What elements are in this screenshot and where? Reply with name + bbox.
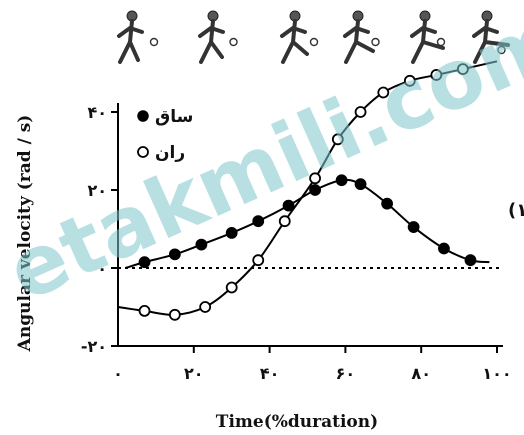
legend-marker-series-2 xyxy=(137,146,149,158)
series-2-point xyxy=(225,281,238,294)
x-tick-label: ۰ xyxy=(113,364,123,383)
series-2-point xyxy=(377,86,390,99)
athlete-body xyxy=(198,19,225,64)
series-1-point xyxy=(354,178,367,191)
series-1-point xyxy=(438,242,450,255)
series-2-point xyxy=(138,304,151,317)
x-tick-label: ۲۰ xyxy=(184,364,204,383)
series-2-point xyxy=(252,254,265,267)
series-points xyxy=(138,63,477,321)
series-1-point xyxy=(381,197,393,210)
series-1-point xyxy=(138,256,151,269)
series-1-point xyxy=(282,199,295,212)
ball xyxy=(229,37,238,47)
series-1-point xyxy=(407,221,420,233)
series-1-point xyxy=(225,226,238,239)
legend-label-series-2: ران xyxy=(155,143,185,163)
y-tick-label: ۴۰ xyxy=(87,103,107,122)
athlete-frame xyxy=(117,10,159,64)
x-tick-label: ۱۰۰ xyxy=(482,364,511,383)
x-tick-label: ۶۰ xyxy=(336,364,356,383)
series-lines xyxy=(117,60,498,316)
athlete-body xyxy=(117,19,144,64)
axes xyxy=(117,103,503,347)
series-1-point xyxy=(195,238,208,251)
ball xyxy=(371,37,380,47)
athlete-body xyxy=(280,19,309,64)
ball xyxy=(436,37,446,47)
series-2-point xyxy=(168,308,181,321)
athlete-frame xyxy=(472,10,510,64)
series-1-point xyxy=(464,254,477,267)
series-1-point xyxy=(309,184,321,196)
legend-marker-series-1 xyxy=(137,110,149,122)
athlete-body xyxy=(472,19,510,64)
athlete-frame xyxy=(198,10,238,64)
y-tick-label: -۲۰ xyxy=(81,337,107,356)
legend: ساق ران xyxy=(137,107,193,163)
soccer-kick-illustration xyxy=(117,10,510,64)
athlete-frame xyxy=(343,10,380,64)
y-tick-label: ۲۰ xyxy=(87,181,107,200)
y-axis-title: Angular velocity (rad / s) xyxy=(15,115,35,353)
y-tick-label: ۰ xyxy=(97,259,107,278)
athlete-body xyxy=(343,19,375,64)
athlete-body xyxy=(410,19,445,64)
series-2-point xyxy=(199,301,212,313)
series-2-point xyxy=(430,69,443,81)
x-axis-title: Time(%duration) xyxy=(216,412,378,432)
ball xyxy=(497,45,506,55)
series-1-point xyxy=(335,174,348,187)
ball xyxy=(309,37,319,47)
series-2-point xyxy=(403,74,416,87)
series-2-point xyxy=(309,172,321,185)
x-tick-label: ۸۰ xyxy=(411,364,431,383)
series-2-point xyxy=(331,133,344,146)
series-1-point xyxy=(168,248,181,261)
series-2-point xyxy=(278,215,291,228)
axis-ticks: ۰ ۲۰ ۴۰ ۶۰ ۸۰ ۱۰۰ -۲۰ ۰ ۲۰ ۴۰ xyxy=(81,103,512,383)
legend-label-series-1: ساق xyxy=(155,107,193,127)
athlete-frame xyxy=(410,10,446,64)
ball xyxy=(149,37,159,47)
athlete-frame xyxy=(280,10,319,64)
series-2-point xyxy=(456,63,469,75)
series-1-point xyxy=(252,215,265,228)
series-2-point xyxy=(354,106,367,118)
x-tick-label: ۴۰ xyxy=(260,364,280,383)
figure-number: (۱ xyxy=(508,200,524,221)
series-line-2 xyxy=(117,60,498,316)
